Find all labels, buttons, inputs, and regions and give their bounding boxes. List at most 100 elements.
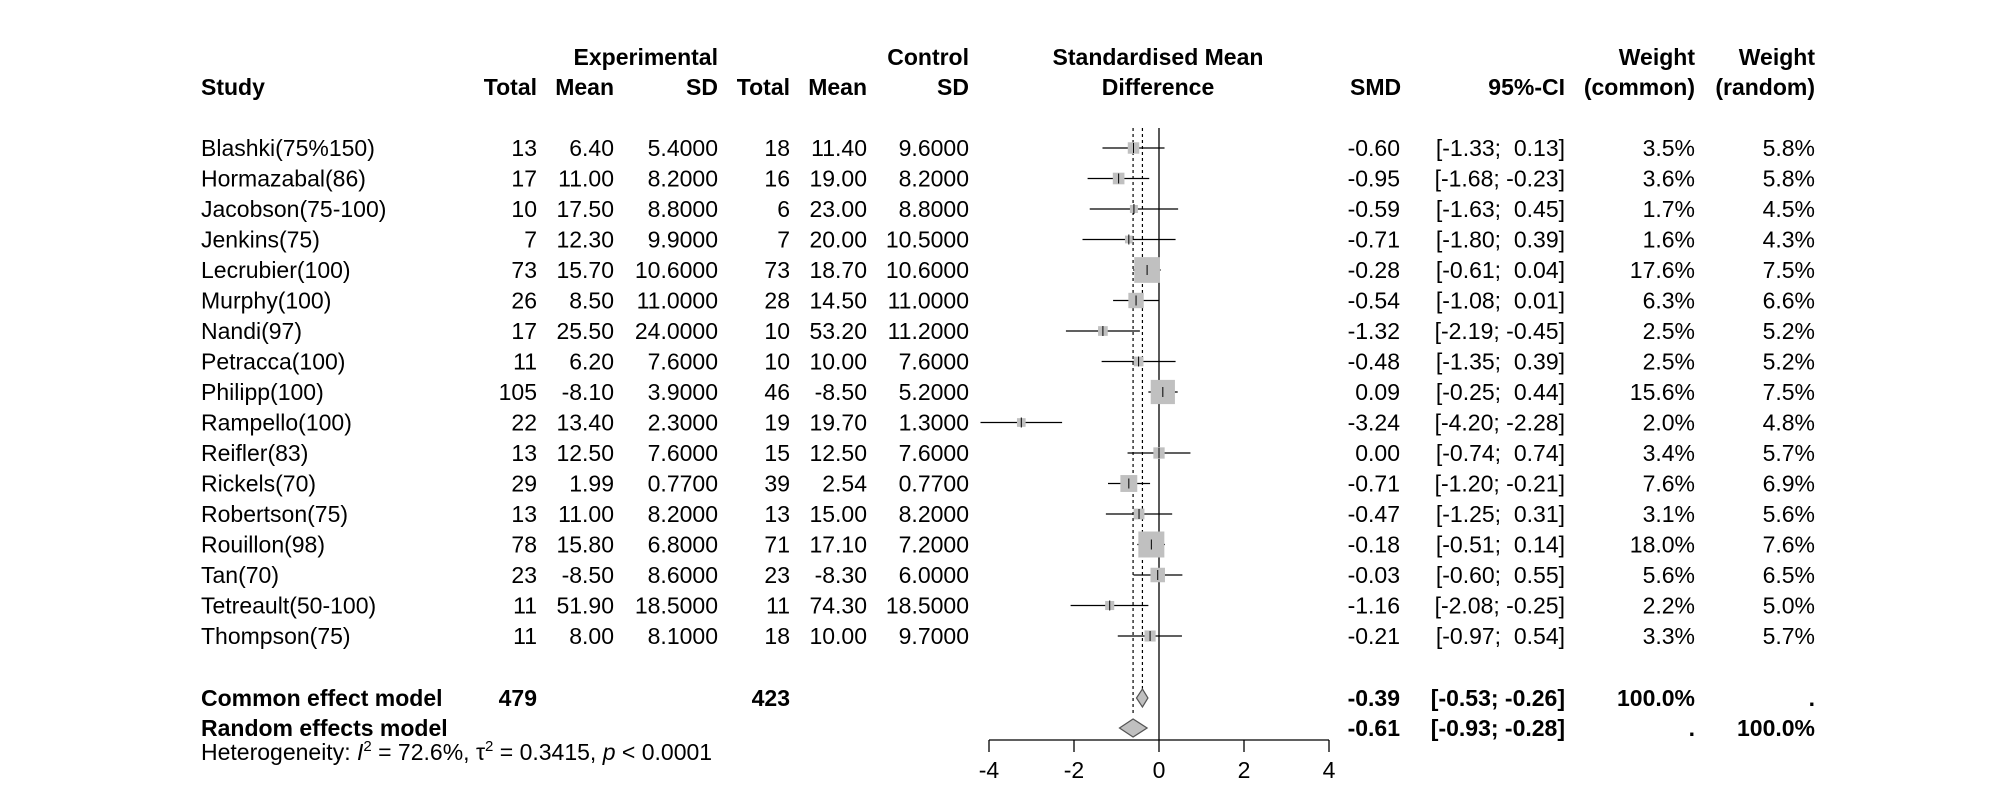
ci-value: [-0.51; 0.14] [1436, 532, 1565, 558]
ctrl-total: 18 [764, 623, 790, 649]
weight-common: 3.3% [1643, 623, 1695, 649]
study-name: Rampello(100) [201, 410, 352, 436]
ci-value: [-1.63; 0.45] [1436, 196, 1565, 222]
header-experimental: Experimental [574, 44, 718, 70]
exp-total: 17 [511, 166, 537, 192]
ci-value: [-1.33; 0.13] [1436, 135, 1565, 161]
weight-common: 15.6% [1630, 379, 1695, 405]
ctrl-total: 39 [764, 471, 790, 497]
common-ci-value: [-0.53; -0.26] [1431, 685, 1565, 711]
study-name: Blashki(75%150) [201, 135, 375, 161]
weight-common: 2.5% [1643, 349, 1695, 375]
ctrl-sd: 10.5000 [886, 227, 969, 253]
ctrl-total: 28 [764, 288, 790, 314]
header-control: Control [887, 44, 969, 70]
ctrl-sd: 11.0000 [888, 288, 969, 314]
exp-mean: 1.99 [569, 471, 614, 497]
ci-value: [-2.08; -0.25] [1435, 593, 1565, 619]
ctrl-mean: 18.70 [809, 257, 867, 283]
smd-value: 0.00 [1355, 440, 1400, 466]
study-name: Reifler(83) [201, 440, 308, 466]
weight-common: 2.0% [1643, 410, 1695, 436]
smd-value: -0.21 [1348, 623, 1400, 649]
smd-value: -0.59 [1348, 196, 1400, 222]
ctrl-mean: 20.00 [809, 227, 867, 253]
ci-value: [-1.25; 0.31] [1436, 501, 1565, 527]
ctrl-mean: 23.00 [809, 196, 867, 222]
exp-mean: 6.20 [569, 349, 614, 375]
weight-common: 3.1% [1643, 501, 1695, 527]
ctrl-sd: 8.8000 [899, 196, 969, 222]
ci-value: [-0.25; 0.44] [1436, 379, 1565, 405]
random-model-label: Random effects model [201, 715, 448, 741]
study-name: Nandi(97) [201, 318, 302, 344]
x-axis-tick-label: 4 [1323, 757, 1336, 783]
header-e-mean: Mean [555, 74, 614, 100]
ctrl-total: 18 [764, 135, 790, 161]
exp-mean: 11.00 [558, 501, 614, 527]
ctrl-mean: -8.50 [815, 379, 867, 405]
ctrl-mean: 74.30 [809, 593, 867, 619]
exp-sd: 7.6000 [648, 440, 718, 466]
exp-sd: 8.8000 [648, 196, 718, 222]
exp-sd: 10.6000 [635, 257, 718, 283]
x-axis-tick-label: 2 [1238, 757, 1251, 783]
study-name: Rouillon(98) [201, 532, 325, 558]
exp-mean: 11.00 [558, 166, 614, 192]
study-name: Lecrubier(100) [201, 257, 351, 283]
ctrl-mean: 15.00 [809, 501, 867, 527]
exp-mean: 12.30 [556, 227, 614, 253]
ctrl-total: 15 [764, 440, 790, 466]
weight-common: 5.6% [1643, 562, 1695, 588]
weight-random: 4.5% [1763, 196, 1815, 222]
exp-sd: 6.8000 [648, 532, 718, 558]
header-c-total: Total [737, 74, 790, 100]
ci-value: [-1.35; 0.39] [1436, 349, 1565, 375]
exp-mean: 13.40 [556, 410, 614, 436]
exp-total: 7 [524, 227, 537, 253]
common-exp-total: 479 [499, 685, 537, 711]
weight-random: 6.6% [1763, 288, 1815, 314]
exp-total: 11 [513, 349, 537, 375]
ctrl-sd: 6.0000 [899, 562, 969, 588]
header-effect-line1: Standardised Mean [1053, 44, 1264, 70]
ctrl-total: 13 [764, 501, 790, 527]
ci-value: [-0.74; 0.74] [1436, 440, 1565, 466]
header-smd: SMD [1350, 74, 1401, 100]
weight-random: 5.8% [1763, 166, 1815, 192]
ctrl-mean: 2.54 [822, 471, 867, 497]
header-c-mean: Mean [808, 74, 867, 100]
exp-total: 29 [511, 471, 537, 497]
smd-value: -0.28 [1348, 257, 1400, 283]
weight-common: 3.4% [1643, 440, 1695, 466]
heterogeneity-text: Heterogeneity: I2 = 72.6%, τ2 = 0.3415, … [201, 738, 712, 765]
header-weight-common-line2: (common) [1584, 74, 1695, 100]
weight-common: 2.5% [1643, 318, 1695, 344]
weight-common: 6.3% [1643, 288, 1695, 314]
exp-total: 13 [511, 135, 537, 161]
ctrl-sd: 0.7700 [899, 471, 969, 497]
ctrl-mean: 10.00 [809, 623, 867, 649]
weight-common: 7.6% [1643, 471, 1695, 497]
exp-total: 10 [511, 196, 537, 222]
smd-value: -1.32 [1348, 318, 1400, 344]
ctrl-sd: 9.6000 [899, 135, 969, 161]
weight-random: 6.9% [1763, 471, 1815, 497]
exp-sd: 8.1000 [648, 623, 718, 649]
exp-mean: 12.50 [556, 440, 614, 466]
exp-sd: 7.6000 [648, 349, 718, 375]
study-name: Petracca(100) [201, 349, 345, 375]
weight-common: 1.6% [1643, 227, 1695, 253]
weight-random: 5.7% [1763, 440, 1815, 466]
exp-sd: 8.2000 [648, 166, 718, 192]
weight-random: 7.5% [1763, 257, 1815, 283]
ctrl-sd: 8.2000 [899, 166, 969, 192]
exp-mean: 6.40 [569, 135, 614, 161]
weight-common: 2.2% [1643, 593, 1695, 619]
ctrl-total: 23 [764, 562, 790, 588]
exp-sd: 18.5000 [635, 593, 718, 619]
common-weight-common: 100.0% [1617, 685, 1695, 711]
ctrl-sd: 5.2000 [899, 379, 969, 405]
ci-value: [-0.97; 0.54] [1436, 623, 1565, 649]
